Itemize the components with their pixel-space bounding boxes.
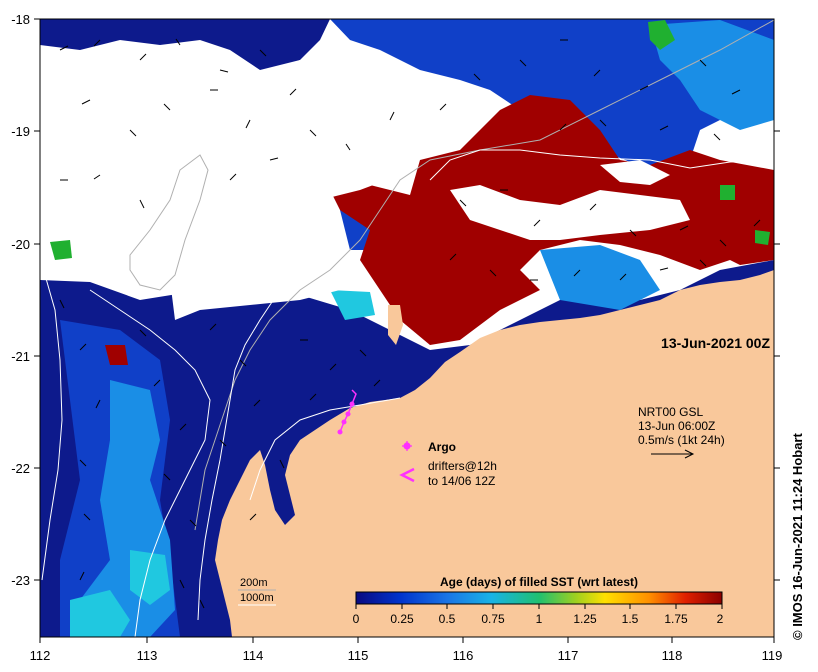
- colorbar-tick: 0.75: [481, 612, 505, 626]
- no-data-cloud-east: [450, 185, 690, 240]
- colorbar-tick: 1.75: [664, 612, 688, 626]
- sst-cyan-sw: [70, 590, 130, 637]
- sst-green-e: [720, 185, 735, 200]
- plot-frame: [39, 18, 775, 638]
- no-data-cloud-ne: [600, 160, 670, 185]
- current-scale-legend: NRT00 GSL 13-Jun 06:00Z 0.5m/s (1kt 24h): [638, 405, 725, 459]
- sst-cyan-mid: [130, 550, 170, 605]
- colorbar: Age (days) of filled SST (wrt latest) 0 …: [353, 575, 724, 626]
- isobath-legend: 200m 1000m: [238, 577, 276, 606]
- isobath-200m: [194, 19, 774, 531]
- y-tick-label: -22: [11, 461, 30, 476]
- y-tick-label: -19: [11, 124, 30, 139]
- land-barrow-island: [388, 305, 403, 345]
- x-tick-label: 119: [762, 648, 783, 663]
- colorbar-tick: 1.5: [622, 612, 639, 626]
- copyright-label: © IMOS 16-Jun-2021 11:24 Hobart: [790, 433, 805, 640]
- y-tick-label: -21: [11, 349, 30, 364]
- isobath-outline: [129, 154, 209, 291]
- sst-light-blue-ne: [650, 20, 774, 130]
- isobath-1000m-shelf: [429, 149, 774, 181]
- current-legend-line3: 0.5m/s (1kt 24h): [638, 433, 725, 447]
- x-tick-label: 113: [137, 648, 158, 663]
- x-tick-label: 115: [348, 648, 369, 663]
- drifter-label-1: drifters@12h: [428, 459, 497, 473]
- colorbar-tick: 1.25: [573, 612, 597, 626]
- colorbar-tick: 0.5: [439, 612, 456, 626]
- sst-light-blue-east: [540, 245, 660, 310]
- y-tick-label: -20: [11, 237, 30, 252]
- colorbar-tick: 1: [536, 612, 543, 626]
- x-tick-label: 116: [453, 648, 474, 663]
- isobath-1000m-label: 1000m: [240, 592, 274, 604]
- y-tick-label: -23: [11, 573, 30, 588]
- x-tick-label: 118: [662, 648, 683, 663]
- colorbar-tick: 0.25: [390, 612, 414, 626]
- argo-marker-icon: [402, 441, 412, 451]
- isobath-1000m-coast: [197, 289, 281, 621]
- colorbar-gradient: [355, 591, 723, 605]
- no-data-cloud-central: [170, 270, 340, 320]
- current-legend-line2: 13-Jun 06:00Z: [638, 419, 715, 433]
- x-tick-label: 114: [243, 648, 264, 663]
- sst-green-e2: [755, 230, 770, 245]
- sst-dark-red-west: [105, 345, 128, 365]
- land-australia: [215, 270, 774, 637]
- colorbar-tick: 2: [717, 612, 724, 626]
- colorbar-title: Age (days) of filled SST (wrt latest): [440, 575, 638, 589]
- observation-legend: Argo drifters@12h to 14/06 12Z: [399, 440, 497, 488]
- current-legend-line1: NRT00 GSL: [638, 405, 703, 419]
- current-scale-arrowhead: [684, 449, 695, 459]
- no-data-cloud-nw: [40, 60, 420, 270]
- sst-dark-red-east: [690, 175, 774, 265]
- y-tick-label: -18: [11, 12, 30, 27]
- sst-green-w: [50, 240, 72, 260]
- drifter-label-2: to 14/06 12Z: [428, 474, 495, 488]
- drifter-marker-icon: [399, 467, 415, 483]
- isobath-1000m-mid: [89, 289, 211, 637]
- sst-green-ne: [648, 20, 675, 50]
- argo-label: Argo: [428, 440, 456, 454]
- isobath-1000m-south: [249, 397, 401, 501]
- current-vectors: [59, 38, 761, 609]
- sst-cyan-coast: [330, 290, 375, 320]
- colorbar-tick: 0: [353, 612, 360, 626]
- x-tick-label: 112: [30, 648, 51, 663]
- isobath-1000m-west: [41, 274, 63, 581]
- isobath-200m-label: 200m: [240, 577, 268, 589]
- x-tick-label: 117: [558, 648, 579, 663]
- sst-north-blue: [40, 19, 330, 70]
- axis-ticks: [34, 18, 780, 643]
- map-date-label: 13-Jun-2021 00Z: [661, 335, 770, 351]
- drifter-track: [337, 389, 357, 435]
